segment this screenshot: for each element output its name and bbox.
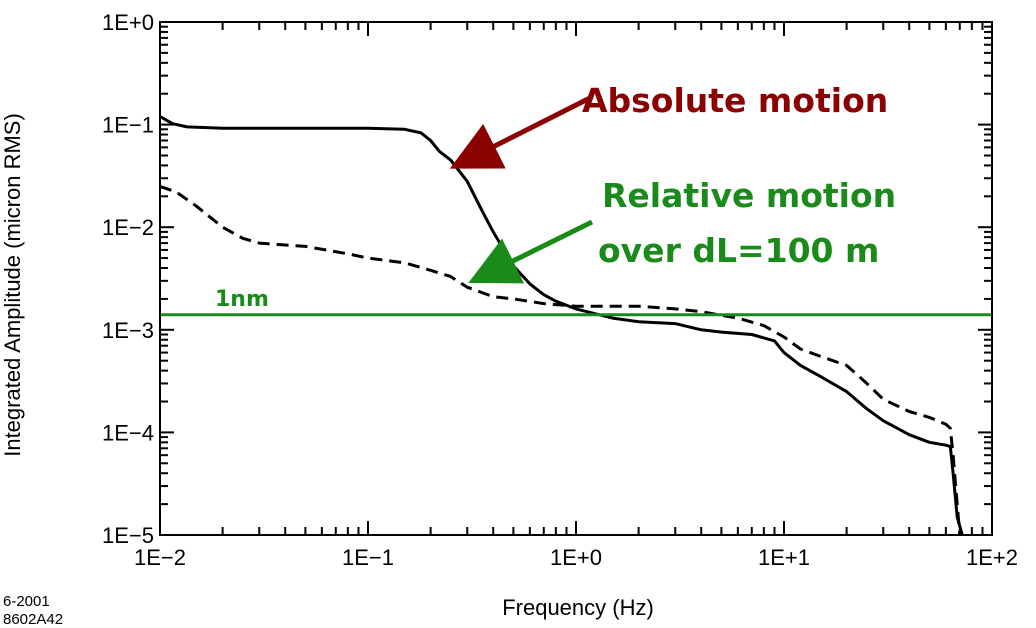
y-tick-label: 1E−5 (102, 523, 154, 548)
stamp-date: 6-2001 (3, 593, 50, 610)
x-tick-label: 1E+2 (966, 545, 1018, 570)
relative-motion-arrow (468, 219, 594, 284)
y-tick-label: 1E−3 (102, 318, 154, 343)
1nm-label: 1nm (215, 287, 269, 312)
absolute-motion-arrow (449, 95, 592, 169)
x-tick-label: 1E−1 (342, 545, 394, 570)
relative-motion-label-line1: Relative motion (602, 176, 896, 215)
absolute-motion-label: Absolute motion (582, 81, 888, 120)
y-tick-label: 1E−4 (102, 420, 154, 445)
annotations: Absolute motion Relative motion over dL=… (215, 81, 896, 312)
plot-frame (159, 21, 993, 536)
y-axis-title: Integrated Amplitude (micron RMS) (0, 113, 25, 457)
x-tick-label: 1E+1 (758, 545, 810, 570)
x-tick-label: 1E−2 (134, 545, 186, 570)
relative-motion-label-line2: over dL=100 m (598, 231, 879, 270)
series-solid-line (159, 115, 964, 536)
x-axis-title: Frequency (Hz) (502, 595, 654, 620)
axis-ticks (159, 22, 992, 536)
tick-labels: 1E−2 1E−1 1E+0 1E+1 1E+2 1E+0 1E−1 1E−2 1E−3 1E−4… (102, 10, 1018, 570)
y-tick-label: 1E−2 (102, 215, 154, 240)
data-series (159, 115, 964, 536)
stamp-code: 8602A42 (3, 611, 63, 628)
series-dashed-line (159, 184, 962, 536)
y-tick-label: 1E+0 (102, 10, 154, 35)
x-tick-label: 1E+0 (550, 545, 602, 570)
y-tick-label: 1E−1 (102, 113, 154, 138)
